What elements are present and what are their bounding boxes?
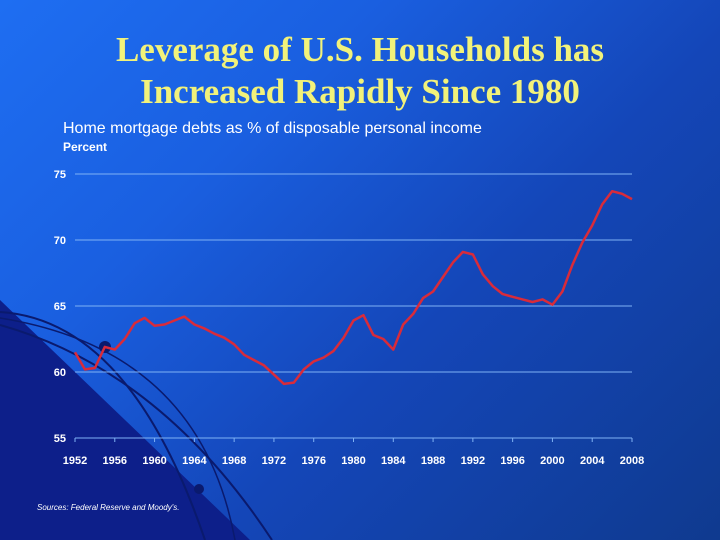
x-tick-label: 1956 xyxy=(103,455,127,467)
x-tick-label: 1996 xyxy=(500,455,524,467)
x-tick-label: 2004 xyxy=(580,455,605,467)
y-axis-label: Percent xyxy=(63,140,108,154)
series-line xyxy=(73,189,633,386)
decorative-arc xyxy=(0,311,206,540)
y-tick-label: 60 xyxy=(54,367,66,379)
source-note: Sources: Federal Reserve and Moody's. xyxy=(37,503,180,512)
x-tick-label: 1964 xyxy=(182,455,207,467)
chart-title: Home mortgage debts as % of disposable p… xyxy=(63,120,482,137)
x-tick-label: 1980 xyxy=(341,455,365,467)
decorative-arc xyxy=(0,324,273,540)
x-tick-label: 1972 xyxy=(262,455,286,467)
x-tick-label: 1952 xyxy=(63,455,87,467)
slide-title-line-1: Leverage of U.S. Households has xyxy=(115,30,605,69)
x-tick-label: 2000 xyxy=(540,455,564,467)
y-tick-label: 55 xyxy=(54,433,66,445)
y-tick-label: 75 xyxy=(54,169,66,181)
slide-title-line-2: Increased Rapidly Since 1980 xyxy=(140,72,580,111)
x-tick-label: 2008 xyxy=(620,455,644,467)
y-tick-label: 65 xyxy=(54,301,66,313)
x-tick-label: 1968 xyxy=(222,455,246,467)
x-tick-label: 1984 xyxy=(381,455,406,467)
decorative-dot xyxy=(194,484,204,494)
x-tick-label: 1992 xyxy=(461,455,485,467)
x-tick-label: 1976 xyxy=(301,455,325,467)
x-tick-label: 1988 xyxy=(421,455,445,467)
y-tick-label: 70 xyxy=(54,235,66,247)
decorative-arc xyxy=(0,317,236,540)
corner-shape xyxy=(0,300,250,540)
x-tick-label: 1960 xyxy=(142,455,166,467)
